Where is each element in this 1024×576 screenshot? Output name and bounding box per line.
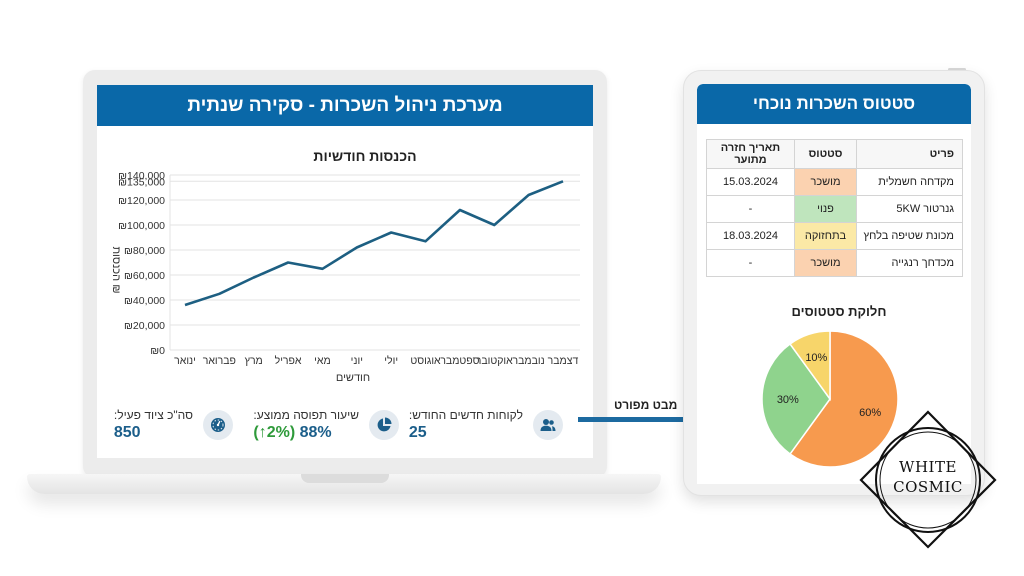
kpi-value: 25 — [408, 424, 427, 441]
svg-text:מאי: מאי — [314, 355, 331, 367]
gauge-icon — [203, 410, 233, 440]
chart-title: הכנסות חודשיות — [313, 148, 417, 164]
pie-chart-icon — [369, 410, 399, 440]
tablet-button — [948, 68, 966, 71]
dashboard-title: מערכת ניהול השכרות - סקירה שנתית — [187, 94, 503, 116]
pie-slice-label: 10% — [805, 352, 827, 364]
kpi-label: סה"כ ציוד פעיל: — [113, 408, 193, 422]
status-badge: פנוי — [794, 195, 857, 223]
status-pie-chart: 60% 30% 10% — [761, 330, 899, 468]
svg-text:₪40,000: ₪40,000 — [124, 295, 165, 307]
svg-text:דצמבר: דצמבר — [548, 355, 579, 367]
kpi-new-customers: לקוחות חדשים החודש: 25 — [409, 400, 563, 450]
table-row[interactable]: מכונת שטיפה בלחץ בתחזוקה 18.03.2024 — [706, 222, 963, 250]
svg-text:₪80,000: ₪80,000 — [124, 245, 165, 257]
x-axis-ticks: ינואר פברואר מרץ אפריל מאי יוני יולי אוגוסט ספטמ… — [174, 355, 578, 367]
table-row[interactable]: גנרטור 5KW פנוי - — [706, 195, 963, 223]
pie-slice-label: 30% — [777, 394, 799, 406]
y-axis-ticks: ₪0 ₪20,000 ₪40,000 ₪60,000 ₪80,000 ₪100,000 ₪1… — [118, 170, 165, 357]
svg-text:₪120,000: ₪120,000 — [118, 195, 165, 207]
svg-text:יוני: יוני — [351, 355, 363, 367]
status-title: סטטוס השכרות נוכחי — [752, 94, 916, 113]
y-axis-label: הכנסות ₪ — [110, 246, 122, 293]
column-header-return-date: תאריך חזרה מתוער — [706, 139, 795, 169]
svg-text:אפריל: אפריל — [275, 355, 302, 367]
kpi-occupancy: שיעור תפוסה ממוצע: (↑2%) 88% — [253, 400, 399, 450]
users-icon — [533, 410, 563, 440]
diamond-logo-icon — [859, 410, 997, 549]
status-screen: סטטוס השכרות נוכחי פריט סטטוס תאריך חזרה… — [697, 84, 971, 484]
table-header-row: פריט סטטוס תאריך חזרה מתוער — [706, 139, 963, 169]
cell-date: 15.03.2024 — [706, 168, 795, 196]
kpi-row: לקוחות חדשים החודש: 25 שיעור תפוסה ממוצע… — [97, 400, 593, 450]
revenue-line-chart: ₪0 ₪20,000 ₪40,000 ₪60,000 ₪80,000 ₪100,000 ₪1… — [110, 170, 580, 384]
watermark-line1: WHITE — [899, 458, 957, 476]
svg-text:אוגוסט: אוגוסט — [410, 355, 441, 367]
cell-date: 18.03.2024 — [706, 222, 795, 250]
chart-gridlines — [169, 174, 580, 351]
cell-item: מכדחך רנגייה — [856, 249, 963, 277]
pie-slice — [761, 342, 831, 456]
svg-text:ינואר: ינואר — [174, 355, 196, 367]
svg-text:אוקטובר: אוקטובר — [476, 355, 513, 367]
laptop-base — [27, 474, 661, 494]
arrow-label: מבט מפורט — [614, 398, 678, 412]
kpi-value: 850 — [113, 424, 141, 441]
status-badge: מושכר — [794, 249, 857, 277]
watermark-line2: COSMIC — [893, 478, 963, 496]
table-row[interactable]: מכדחך רנגייה מושכר - — [706, 249, 963, 277]
svg-text:ספטמבר: ספטמבר — [440, 355, 479, 367]
svg-text:₪140,000: ₪140,000 — [118, 170, 165, 182]
kpi-value: (↑2%) 88% — [253, 424, 332, 441]
status-badge: בתחזוקה — [794, 222, 857, 250]
svg-text:נובמבר: נובמבר — [513, 355, 545, 367]
cell-date: - — [706, 195, 795, 223]
svg-text:₪60,000: ₪60,000 — [124, 270, 165, 282]
pie-slice — [788, 330, 831, 402]
dashboard-screen: מערכת ניהול השכרות - סקירה שנתית הכנסות … — [97, 85, 593, 458]
svg-text:₪0: ₪0 — [150, 345, 165, 357]
kpi-label: שיעור תפוסה ממוצע: — [253, 408, 359, 422]
status-header: סטטוס השכרות נוכחי — [697, 84, 971, 124]
kpi-active-equipment: סה"כ ציוד פעיל: 850 — [114, 400, 233, 450]
x-axis-label: חודשים — [336, 372, 370, 384]
svg-text:₪135,000: ₪135,000 — [118, 176, 165, 188]
pie-title: חלוקת סטטוסים — [791, 304, 887, 319]
svg-text:יולי: יולי — [384, 355, 398, 367]
kpi-delta: (↑2%) — [253, 424, 296, 441]
kpi-label: לקוחות חדשים החודש: — [408, 408, 523, 422]
dashboard-header: מערכת ניהול השכרות - סקירה שנתית — [97, 85, 593, 126]
laptop-notch — [301, 474, 389, 483]
svg-text:פברואר: פברואר — [203, 355, 236, 367]
revenue-line — [184, 180, 564, 307]
status-badge: מושכר — [794, 168, 857, 196]
svg-text:₪20,000: ₪20,000 — [124, 320, 165, 332]
rental-status-table: פריט סטטוס תאריך חזרה מתוער מקדחה חשמלית… — [706, 139, 963, 277]
pie-slice-label: 60% — [859, 407, 881, 419]
watermark-logo: WHITE COSMIC — [858, 410, 998, 550]
svg-text:מרץ: מרץ — [245, 355, 263, 367]
cell-item: גנרטור 5KW — [856, 195, 963, 223]
pie-slice — [788, 330, 899, 468]
column-header-item: פריט — [856, 139, 963, 169]
column-header-status: סטטוס — [794, 139, 857, 169]
cell-date: - — [706, 249, 795, 277]
svg-text:₪100,000: ₪100,000 — [118, 220, 165, 232]
